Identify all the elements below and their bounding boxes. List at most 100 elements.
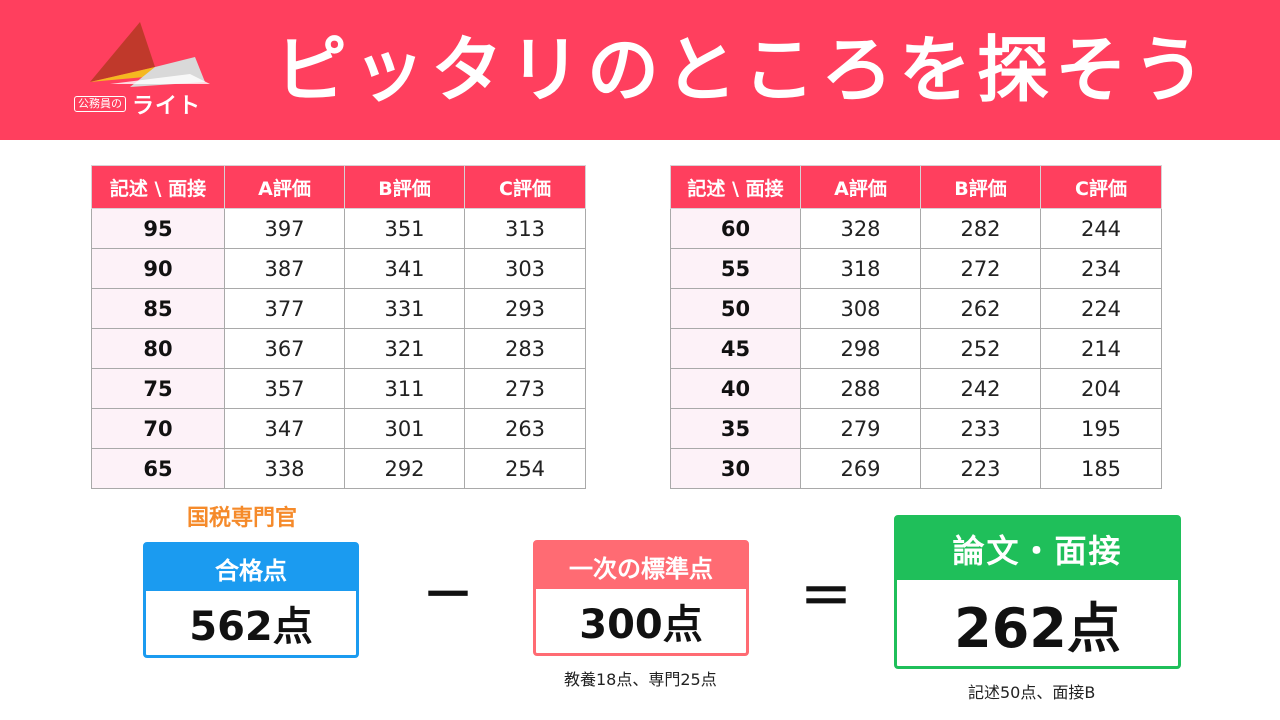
row-header-cell: 75 [91, 368, 225, 409]
table-cell: 252 [920, 328, 1041, 369]
table-cell: 387 [224, 248, 345, 289]
table-cell: 254 [464, 448, 586, 489]
table-cell: 331 [344, 288, 465, 329]
table-header-row: 記述 \ 面接 A評価 B評価 C評価 [670, 165, 1162, 209]
table-header-row: 記述 \ 面接 A評価 B評価 C評価 [91, 165, 586, 209]
table-cell: 292 [344, 448, 465, 489]
table-row: 85 377 331 293 [91, 288, 586, 329]
table-row: 50 308 262 224 [670, 288, 1162, 329]
column-header: 記述 \ 面接 [670, 165, 801, 209]
pass-score-box: 合格点 562点 [143, 542, 359, 658]
table-cell: 298 [800, 328, 921, 369]
table-cell: 223 [920, 448, 1041, 489]
column-header: B評価 [344, 165, 465, 209]
logo-brand-text: ライト [132, 94, 202, 119]
header-banner: 公務員の ライト ピッタリのところを探そう [0, 0, 1280, 140]
table-cell: 397 [224, 208, 345, 249]
table-cell: 263 [464, 408, 586, 449]
table-cell: 308 [800, 288, 921, 329]
table-row: 75 357 311 273 [91, 368, 586, 409]
column-header: A評価 [224, 165, 345, 209]
table-cell: 338 [224, 448, 345, 489]
score-table-left: 記述 \ 面接 A評価 B評価 C評価 95 397 351 313 90 38… [91, 165, 586, 489]
standard-score-label: 一次の標準点 [536, 543, 746, 589]
column-header: 記述 \ 面接 [91, 165, 225, 209]
table-cell: 283 [464, 328, 586, 369]
table-cell: 288 [800, 368, 921, 409]
result-score-label: 論文・面接 [897, 518, 1178, 580]
result-score-value: 262点 [954, 596, 1121, 660]
row-header-cell: 60 [670, 208, 801, 249]
table-row: 65 338 292 254 [91, 448, 586, 489]
row-header-cell: 85 [91, 288, 225, 329]
table-cell: 214 [1040, 328, 1162, 369]
table-cell: 204 [1040, 368, 1162, 409]
standard-score-box: 一次の標準点 300点 [533, 540, 749, 656]
page-title: ピッタリのところを探そう [275, 28, 1212, 112]
minus-operator: － [422, 566, 475, 626]
table-row: 80 367 321 283 [91, 328, 586, 369]
standard-score-value: 300点 [579, 602, 703, 648]
table-row: 45 298 252 214 [670, 328, 1162, 369]
table-row: 70 347 301 263 [91, 408, 586, 449]
table-cell: 357 [224, 368, 345, 409]
row-header-cell: 55 [670, 248, 801, 289]
pass-score-value: 562点 [189, 604, 313, 650]
table-cell: 282 [920, 208, 1041, 249]
table-cell: 272 [920, 248, 1041, 289]
table-row: 90 387 341 303 [91, 248, 586, 289]
table-cell: 279 [800, 408, 921, 449]
standard-score-note: 教養18点、専門25点 [564, 670, 717, 689]
row-header-cell: 65 [91, 448, 225, 489]
row-header-cell: 80 [91, 328, 225, 369]
column-header: C評価 [1040, 165, 1162, 209]
table-cell: 351 [344, 208, 465, 249]
table-cell: 244 [1040, 208, 1162, 249]
table-cell: 303 [464, 248, 586, 289]
row-header-cell: 70 [91, 408, 225, 449]
table-cell: 367 [224, 328, 345, 369]
column-header: C評価 [464, 165, 586, 209]
table-cell: 234 [1040, 248, 1162, 289]
table-cell: 242 [920, 368, 1041, 409]
table-row: 55 318 272 234 [670, 248, 1162, 289]
table-row: 35 279 233 195 [670, 408, 1162, 449]
row-header-cell: 90 [91, 248, 225, 289]
column-header: A評価 [800, 165, 921, 209]
exam-name-label: 国税専門官 [187, 506, 298, 531]
row-header-cell: 45 [670, 328, 801, 369]
result-score-box: 論文・面接 262点 [894, 515, 1181, 669]
table-cell: 273 [464, 368, 586, 409]
equals-operator: ＝ [800, 568, 853, 628]
table-cell: 185 [1040, 448, 1162, 489]
table-cell: 301 [344, 408, 465, 449]
table-cell: 233 [920, 408, 1041, 449]
table-cell: 321 [344, 328, 465, 369]
row-header-cell: 50 [670, 288, 801, 329]
pass-score-label: 合格点 [146, 545, 356, 591]
table-cell: 328 [800, 208, 921, 249]
table-cell: 341 [344, 248, 465, 289]
row-header-cell: 95 [91, 208, 225, 249]
table-cell: 293 [464, 288, 586, 329]
table-row: 30 269 223 185 [670, 448, 1162, 489]
table-cell: 377 [224, 288, 345, 329]
table-row: 95 397 351 313 [91, 208, 586, 249]
table-cell: 262 [920, 288, 1041, 329]
table-cell: 269 [800, 448, 921, 489]
table-cell: 311 [344, 368, 465, 409]
row-header-cell: 30 [670, 448, 801, 489]
column-header: B評価 [920, 165, 1041, 209]
result-score-note: 記述50点、面接B [968, 683, 1096, 702]
logo-small-text: 公務員の [74, 96, 126, 112]
score-table-right: 記述 \ 面接 A評価 B評価 C評価 60 328 282 244 55 31… [670, 165, 1162, 489]
row-header-cell: 40 [670, 368, 801, 409]
logo-mountain-icon [90, 22, 210, 87]
table-cell: 313 [464, 208, 586, 249]
logo-text: 公務員の ライト [74, 88, 201, 120]
table-row: 60 328 282 244 [670, 208, 1162, 249]
row-header-cell: 35 [670, 408, 801, 449]
table-cell: 195 [1040, 408, 1162, 449]
table-cell: 318 [800, 248, 921, 289]
table-cell: 224 [1040, 288, 1162, 329]
